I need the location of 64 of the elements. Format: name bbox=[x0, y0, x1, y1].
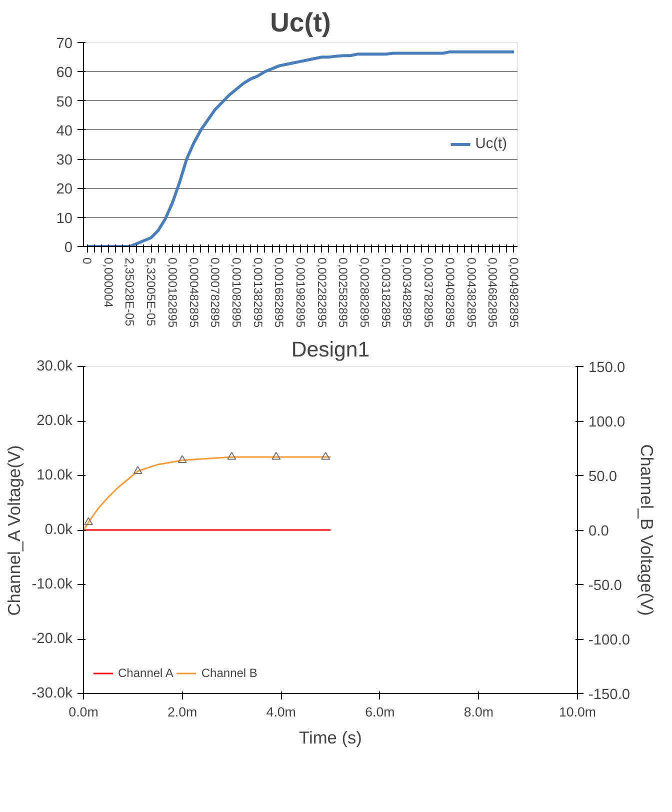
y-tick-label: 20 bbox=[56, 182, 73, 198]
point bbox=[272, 452, 281, 460]
point bbox=[321, 452, 330, 460]
x-tick-label: 0,002882895 bbox=[358, 258, 372, 328]
x-tick-label: 0,004982895 bbox=[506, 258, 521, 328]
x-tick-label: 0,000782895 bbox=[208, 258, 222, 328]
x-tick-label: 0,003182895 bbox=[378, 258, 393, 328]
y-tick-label: 60 bbox=[56, 65, 73, 82]
y-tick-label: 20.0k bbox=[36, 413, 74, 429]
chart-title: Design1 bbox=[291, 338, 370, 362]
y-tick-label: 0 bbox=[64, 240, 73, 256]
x-tick-label: 2,35028E-05 bbox=[122, 258, 137, 327]
x-tick-label: 0,003782895 bbox=[422, 258, 436, 328]
line-series bbox=[86, 50, 516, 246]
legend-label: Channel B bbox=[201, 666, 258, 680]
x-tick-label: 10.0m bbox=[558, 704, 596, 720]
x-tick-label: 0 bbox=[80, 258, 94, 264]
y2-tick-label: 0.0 bbox=[588, 524, 609, 540]
y2-tick-label: -150.0 bbox=[588, 687, 630, 703]
y-axis-title: Channel_A Voltage(V) bbox=[4, 445, 24, 616]
y2-tick-label: -50.0 bbox=[588, 578, 622, 594]
y-tick-label: -20.0k bbox=[32, 631, 74, 647]
x-tick-label: 0,001982895 bbox=[294, 258, 308, 328]
legend-label: Channel A bbox=[118, 666, 174, 680]
y-tick-label: -10.0k bbox=[32, 576, 74, 592]
y2-tick-label: 150.0 bbox=[588, 360, 626, 376]
point bbox=[178, 455, 187, 464]
x-tick-label: 0,004382895 bbox=[464, 258, 478, 328]
x-tick-label: 0,003482895 bbox=[400, 258, 414, 328]
x-tick-label: 6.0m bbox=[365, 704, 395, 720]
x-tick-label: 0,000004 bbox=[101, 258, 116, 308]
y-tick-label: 10 bbox=[56, 210, 73, 227]
y2-axis-title: Channel_B Voltage(V) bbox=[637, 444, 658, 616]
x-tick-label: 0,001682895 bbox=[272, 258, 286, 328]
x-tick-label: 2.0m bbox=[167, 704, 198, 720]
x-tick-label: 0,004682895 bbox=[486, 258, 500, 328]
x-tick-label: 0,001082895 bbox=[229, 258, 244, 328]
point bbox=[133, 466, 142, 474]
y-tick-label: 40 bbox=[56, 123, 73, 140]
y-tick-label: 70 bbox=[56, 36, 73, 52]
x-tick-label: 8.0m bbox=[464, 704, 494, 720]
x-tick-label: 0,000182895 bbox=[165, 258, 180, 328]
x-tick-label: 0,002282895 bbox=[314, 258, 329, 328]
x-tick-label: 0,000482895 bbox=[186, 258, 201, 328]
y-tick-label: 30 bbox=[56, 152, 73, 169]
y-tick-label: 50 bbox=[56, 94, 73, 110]
x-axis-title: Time (s) bbox=[299, 728, 362, 748]
y-tick-label: 0.0k bbox=[44, 522, 74, 538]
point bbox=[84, 517, 93, 526]
y-tick-label: 30.0k bbox=[36, 358, 74, 374]
legend-label: Uc(t) bbox=[475, 136, 507, 152]
y2-tick-label: 100.0 bbox=[588, 414, 626, 430]
y-tick-label: 10.0k bbox=[36, 468, 74, 484]
x-tick-label: 0,004082895 bbox=[442, 258, 457, 328]
chart-title: Uc(t) bbox=[270, 8, 331, 38]
x-tick-label: 0,002582895 bbox=[336, 258, 350, 328]
point bbox=[227, 452, 236, 460]
y2-tick-label: -100.0 bbox=[588, 632, 630, 648]
x-tick-label: 4.0m bbox=[266, 704, 296, 720]
y2-tick-label: 50.0 bbox=[588, 469, 618, 485]
x-tick-label: 0.0m bbox=[68, 704, 98, 720]
x-tick-label: 5,32005E-05 bbox=[144, 258, 158, 327]
y-tick-label: -30.0k bbox=[32, 686, 74, 702]
x-tick-label: 0,001382895 bbox=[250, 258, 265, 328]
